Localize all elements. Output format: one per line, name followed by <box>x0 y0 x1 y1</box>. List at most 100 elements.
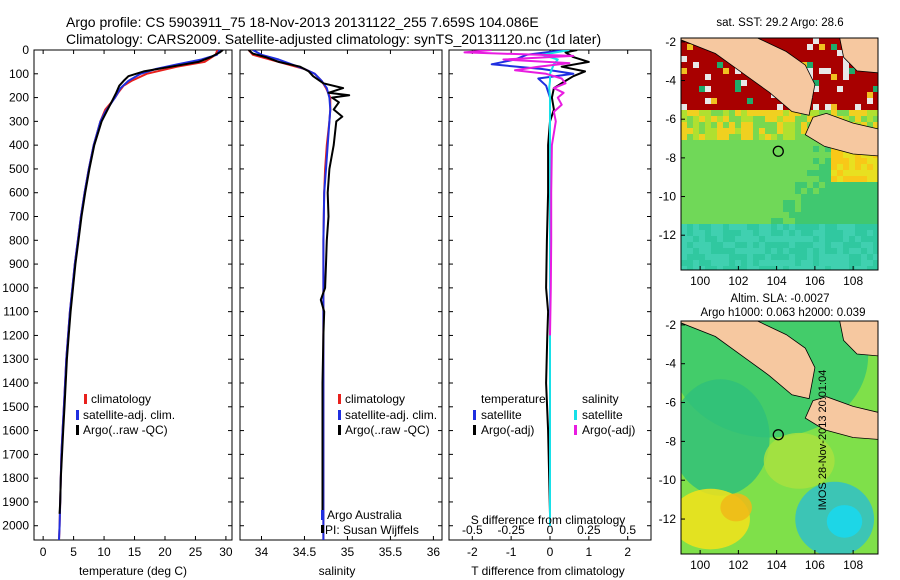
sst-cell <box>699 176 705 182</box>
sst-cell <box>765 182 771 188</box>
y-tick-label: 900 <box>9 257 29 271</box>
sst-cell <box>795 152 801 158</box>
sst-cell <box>849 86 855 92</box>
sst-cell <box>717 266 723 270</box>
sst-cell <box>741 98 747 104</box>
sst-cell <box>753 182 759 188</box>
sst-cell <box>753 104 759 110</box>
sst-cell <box>843 116 849 122</box>
sst-cell <box>831 62 837 68</box>
sst-cell <box>741 158 747 164</box>
sst-cell <box>783 248 789 254</box>
sst-cell <box>855 218 861 224</box>
sst-cell <box>813 74 819 80</box>
sst-cell <box>699 224 705 230</box>
sst-cell <box>765 110 771 116</box>
x-tick-label: 34 <box>255 545 269 559</box>
sst-cell <box>723 104 729 110</box>
sst-cell <box>735 152 741 158</box>
sst-cell <box>765 170 771 176</box>
sst-cell <box>705 248 711 254</box>
sst-cell <box>747 206 753 212</box>
sst-cell <box>699 164 705 170</box>
sst-cell <box>825 182 831 188</box>
sst-cell <box>705 122 711 128</box>
sst-cell <box>861 266 867 270</box>
sst-cell <box>705 200 711 206</box>
sst-cell <box>753 122 759 128</box>
sst-cell <box>855 74 861 80</box>
sst-cell <box>747 164 753 170</box>
sst-cell <box>747 254 753 260</box>
sst-cell <box>843 92 849 98</box>
sst-cell <box>747 158 753 164</box>
sst-cell <box>687 200 693 206</box>
sst-cell <box>705 128 711 134</box>
sst-cell <box>843 68 849 74</box>
sst-cell <box>741 170 747 176</box>
sst-cell <box>789 164 795 170</box>
sst-cell <box>723 74 729 80</box>
sst-cell <box>867 104 873 110</box>
sst-cell <box>825 248 831 254</box>
sst-cell <box>735 170 741 176</box>
sst-cell <box>723 98 729 104</box>
sst-cell <box>705 236 711 242</box>
sst-cell <box>705 266 711 270</box>
sst-cell <box>849 176 855 182</box>
sst-cell <box>699 152 705 158</box>
sst-cell <box>705 206 711 212</box>
sst-cell <box>813 140 819 146</box>
x-tick-label: 10 <box>97 545 111 559</box>
sst-cell <box>831 164 837 170</box>
sst-cell <box>753 140 759 146</box>
sst-cell <box>717 86 723 92</box>
sst-cell <box>681 218 687 224</box>
sst-cell <box>819 158 825 164</box>
sst-cell <box>729 188 735 194</box>
sst-cell <box>711 218 717 224</box>
sst-cell <box>693 50 699 56</box>
sst-cell <box>837 254 843 260</box>
sst-cell <box>873 266 878 270</box>
sst-cell <box>873 122 878 128</box>
sst-cell <box>813 92 819 98</box>
sst-cell <box>807 254 813 260</box>
sst-cell <box>681 50 687 56</box>
y-tick-label: 600 <box>9 186 29 200</box>
sst-cell <box>747 242 753 248</box>
sst-cell <box>759 224 765 230</box>
sst-cell <box>771 248 777 254</box>
sst-cell <box>819 188 825 194</box>
sst-cell <box>753 260 759 266</box>
sst-cell <box>783 212 789 218</box>
sst-cell <box>795 146 801 152</box>
legend-swatch-climatology <box>84 394 87 404</box>
sst-cell <box>705 104 711 110</box>
sst-cell <box>789 182 795 188</box>
sst-cell <box>741 212 747 218</box>
sst-cell <box>777 146 783 152</box>
sst-cell <box>867 182 873 188</box>
sst-cell <box>705 194 711 200</box>
sst-cell <box>717 230 723 236</box>
sst-cell <box>711 248 717 254</box>
sst-cell <box>813 50 819 56</box>
sst-cell <box>717 194 723 200</box>
sst-cell <box>729 80 735 86</box>
sst-cell <box>873 212 878 218</box>
sst-cell <box>771 266 777 270</box>
x-tick-label: -2 <box>467 545 478 559</box>
sst-cell <box>759 188 765 194</box>
y-tick-label: 1400 <box>2 376 29 390</box>
sst-cell <box>723 164 729 170</box>
sst-cell <box>699 254 705 260</box>
x-tick-label: 2 <box>624 545 631 559</box>
sst-cell <box>825 38 831 44</box>
sst-cell <box>837 44 843 50</box>
legend-label-t-argo: Argo(-adj) <box>481 423 534 437</box>
sst-cell <box>777 206 783 212</box>
sst-cell <box>831 212 837 218</box>
sst-cell <box>825 170 831 176</box>
salinity-legend: climatology satellite-adj. clim. Argo(..… <box>321 392 437 537</box>
